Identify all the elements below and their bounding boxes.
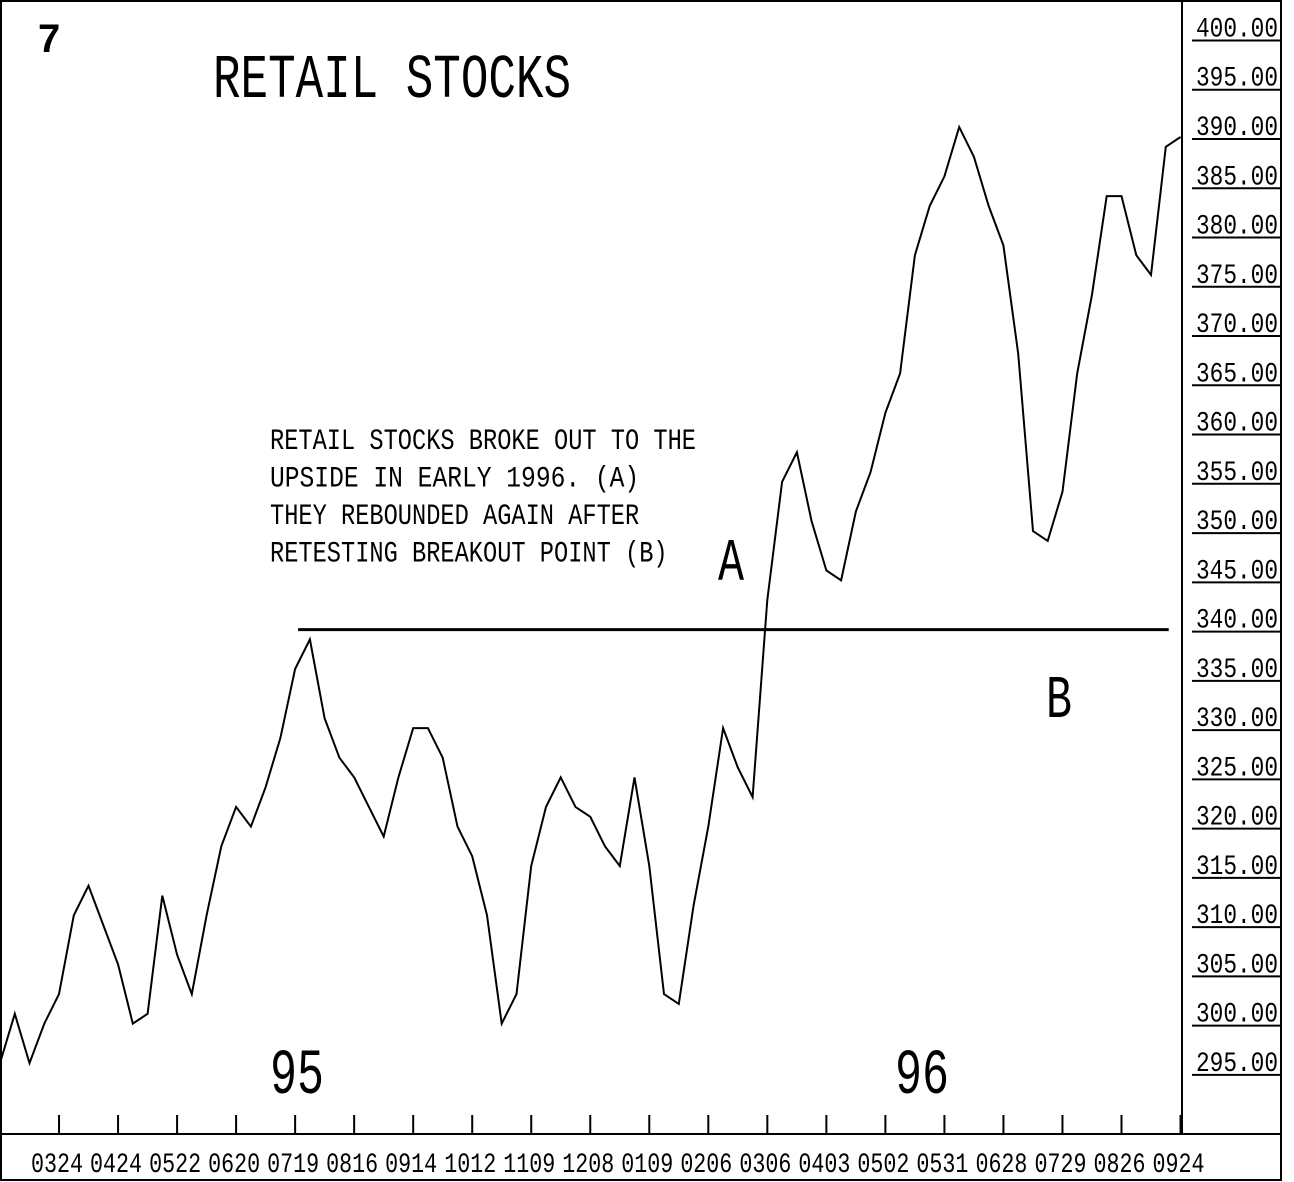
y-tick-label: 380.00	[1196, 212, 1278, 243]
y-tick-label: 395.00	[1196, 64, 1278, 95]
annotation-line: RETAIL STOCKS BROKE OUT TO THE	[270, 425, 696, 459]
y-tick-label: 310.00	[1196, 901, 1278, 932]
y-tick-label: 360.00	[1196, 409, 1278, 440]
y-tick-label: 350.00	[1196, 507, 1278, 538]
annotation-line: THEY REBOUNDED AGAIN AFTER	[270, 500, 639, 534]
x-tick-label: 0816	[326, 1150, 378, 1181]
x-tick-label: 0403	[798, 1150, 850, 1181]
x-tick-label: 0522	[149, 1150, 201, 1181]
x-tick-label: 1012	[444, 1150, 496, 1181]
y-tick-label: 365.00	[1196, 359, 1278, 390]
y-tick-label: 320.00	[1196, 803, 1278, 834]
y-tick-label: 340.00	[1196, 606, 1278, 637]
x-tick-label: 0324	[31, 1150, 83, 1181]
y-tick-label: 375.00	[1196, 261, 1278, 292]
y-tick-label: 330.00	[1196, 704, 1278, 735]
y-tick-label: 400.00	[1196, 14, 1278, 45]
x-tick-label: 0924	[1153, 1150, 1205, 1181]
y-tick-label: 370.00	[1196, 310, 1278, 341]
y-tick-label: 390.00	[1196, 113, 1278, 144]
year-label: 96	[895, 1041, 949, 1113]
panel-number: 7	[38, 17, 60, 61]
x-tick-label: 0206	[680, 1150, 732, 1181]
annotation: RETAIL STOCKS BROKE OUT TO THE UPSIDE IN …	[270, 425, 696, 572]
point-label: B	[1046, 668, 1072, 736]
x-tick-label: 0914	[385, 1150, 437, 1181]
annotation-line: UPSIDE IN EARLY 1996. (A)	[270, 463, 639, 497]
x-tick-label: 0729	[1034, 1150, 1086, 1181]
x-tick-label: 1208	[562, 1150, 614, 1181]
year-label: 95	[270, 1041, 324, 1113]
x-tick-label: 0306	[739, 1150, 791, 1181]
y-tick-label: 325.00	[1196, 753, 1278, 784]
x-tick-label: 1109	[503, 1150, 555, 1181]
annotation-line: RETESTING BREAKOUT POINT (B)	[270, 538, 668, 572]
x-tick-label: 0826	[1093, 1150, 1145, 1181]
chart-title: RETAIL STOCKS	[213, 45, 571, 116]
y-tick-label: 300.00	[1196, 1000, 1278, 1031]
y-tick-label: 355.00	[1196, 458, 1278, 489]
line	[0, 124, 1182, 1067]
y-tick-label: 315.00	[1196, 852, 1278, 883]
y-tick-label: 385.00	[1196, 162, 1278, 193]
x-tick-label: 0109	[621, 1150, 673, 1181]
y-tick-label: 335.00	[1196, 655, 1278, 686]
point-label: A	[718, 531, 744, 599]
x-tick-label: 0531	[916, 1150, 968, 1181]
x-tick-label: 0628	[975, 1150, 1027, 1181]
y-tick-label: 345.00	[1196, 556, 1278, 587]
x-tick-label: 0719	[267, 1150, 319, 1181]
y-tick-label: 295.00	[1196, 1049, 1278, 1080]
x-tick-label: 0424	[90, 1150, 142, 1181]
x-tick-label: 0502	[857, 1150, 909, 1181]
y-tick-label: 305.00	[1196, 950, 1278, 981]
x-tick-label: 0620	[208, 1150, 260, 1181]
